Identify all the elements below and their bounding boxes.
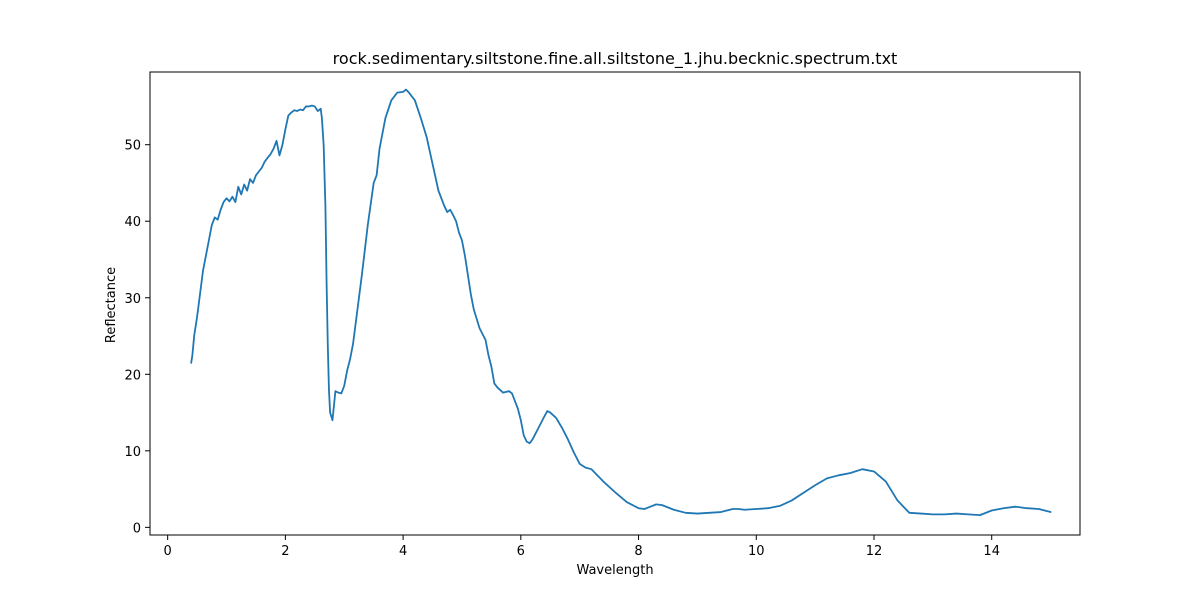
reflectance-series-line: [190, 88, 1052, 516]
x-axis: 0 2 4 6 8 10 12 14: [164, 535, 1000, 559]
chart-title: rock.sedimentary.siltstone.fine.all.silt…: [333, 49, 898, 69]
x-tick-label: 10: [748, 544, 765, 559]
x-tick-label: 4: [399, 544, 407, 559]
x-tick-label: 2: [281, 544, 289, 559]
y-tick-label: 50: [124, 139, 141, 154]
y-tick-label: 20: [124, 368, 141, 383]
axes-frame: [149, 71, 1081, 536]
x-tick-label: 12: [866, 544, 883, 559]
y-axis-label: Reflectance: [104, 267, 119, 343]
x-tick-label: 14: [983, 544, 1000, 559]
x-axis-label: Wavelength: [576, 563, 653, 578]
y-tick-label: 30: [124, 292, 141, 307]
y-tick-label: 40: [124, 215, 141, 230]
y-tick-label: 10: [124, 445, 141, 460]
x-tick-label: 0: [164, 544, 172, 559]
x-tick-label: 6: [517, 544, 525, 559]
y-axis: 0 10 20 30 40 50: [124, 139, 150, 536]
x-tick-label: 8: [634, 544, 642, 559]
y-tick-label: 0: [133, 521, 141, 536]
plot-area: [190, 88, 1052, 516]
